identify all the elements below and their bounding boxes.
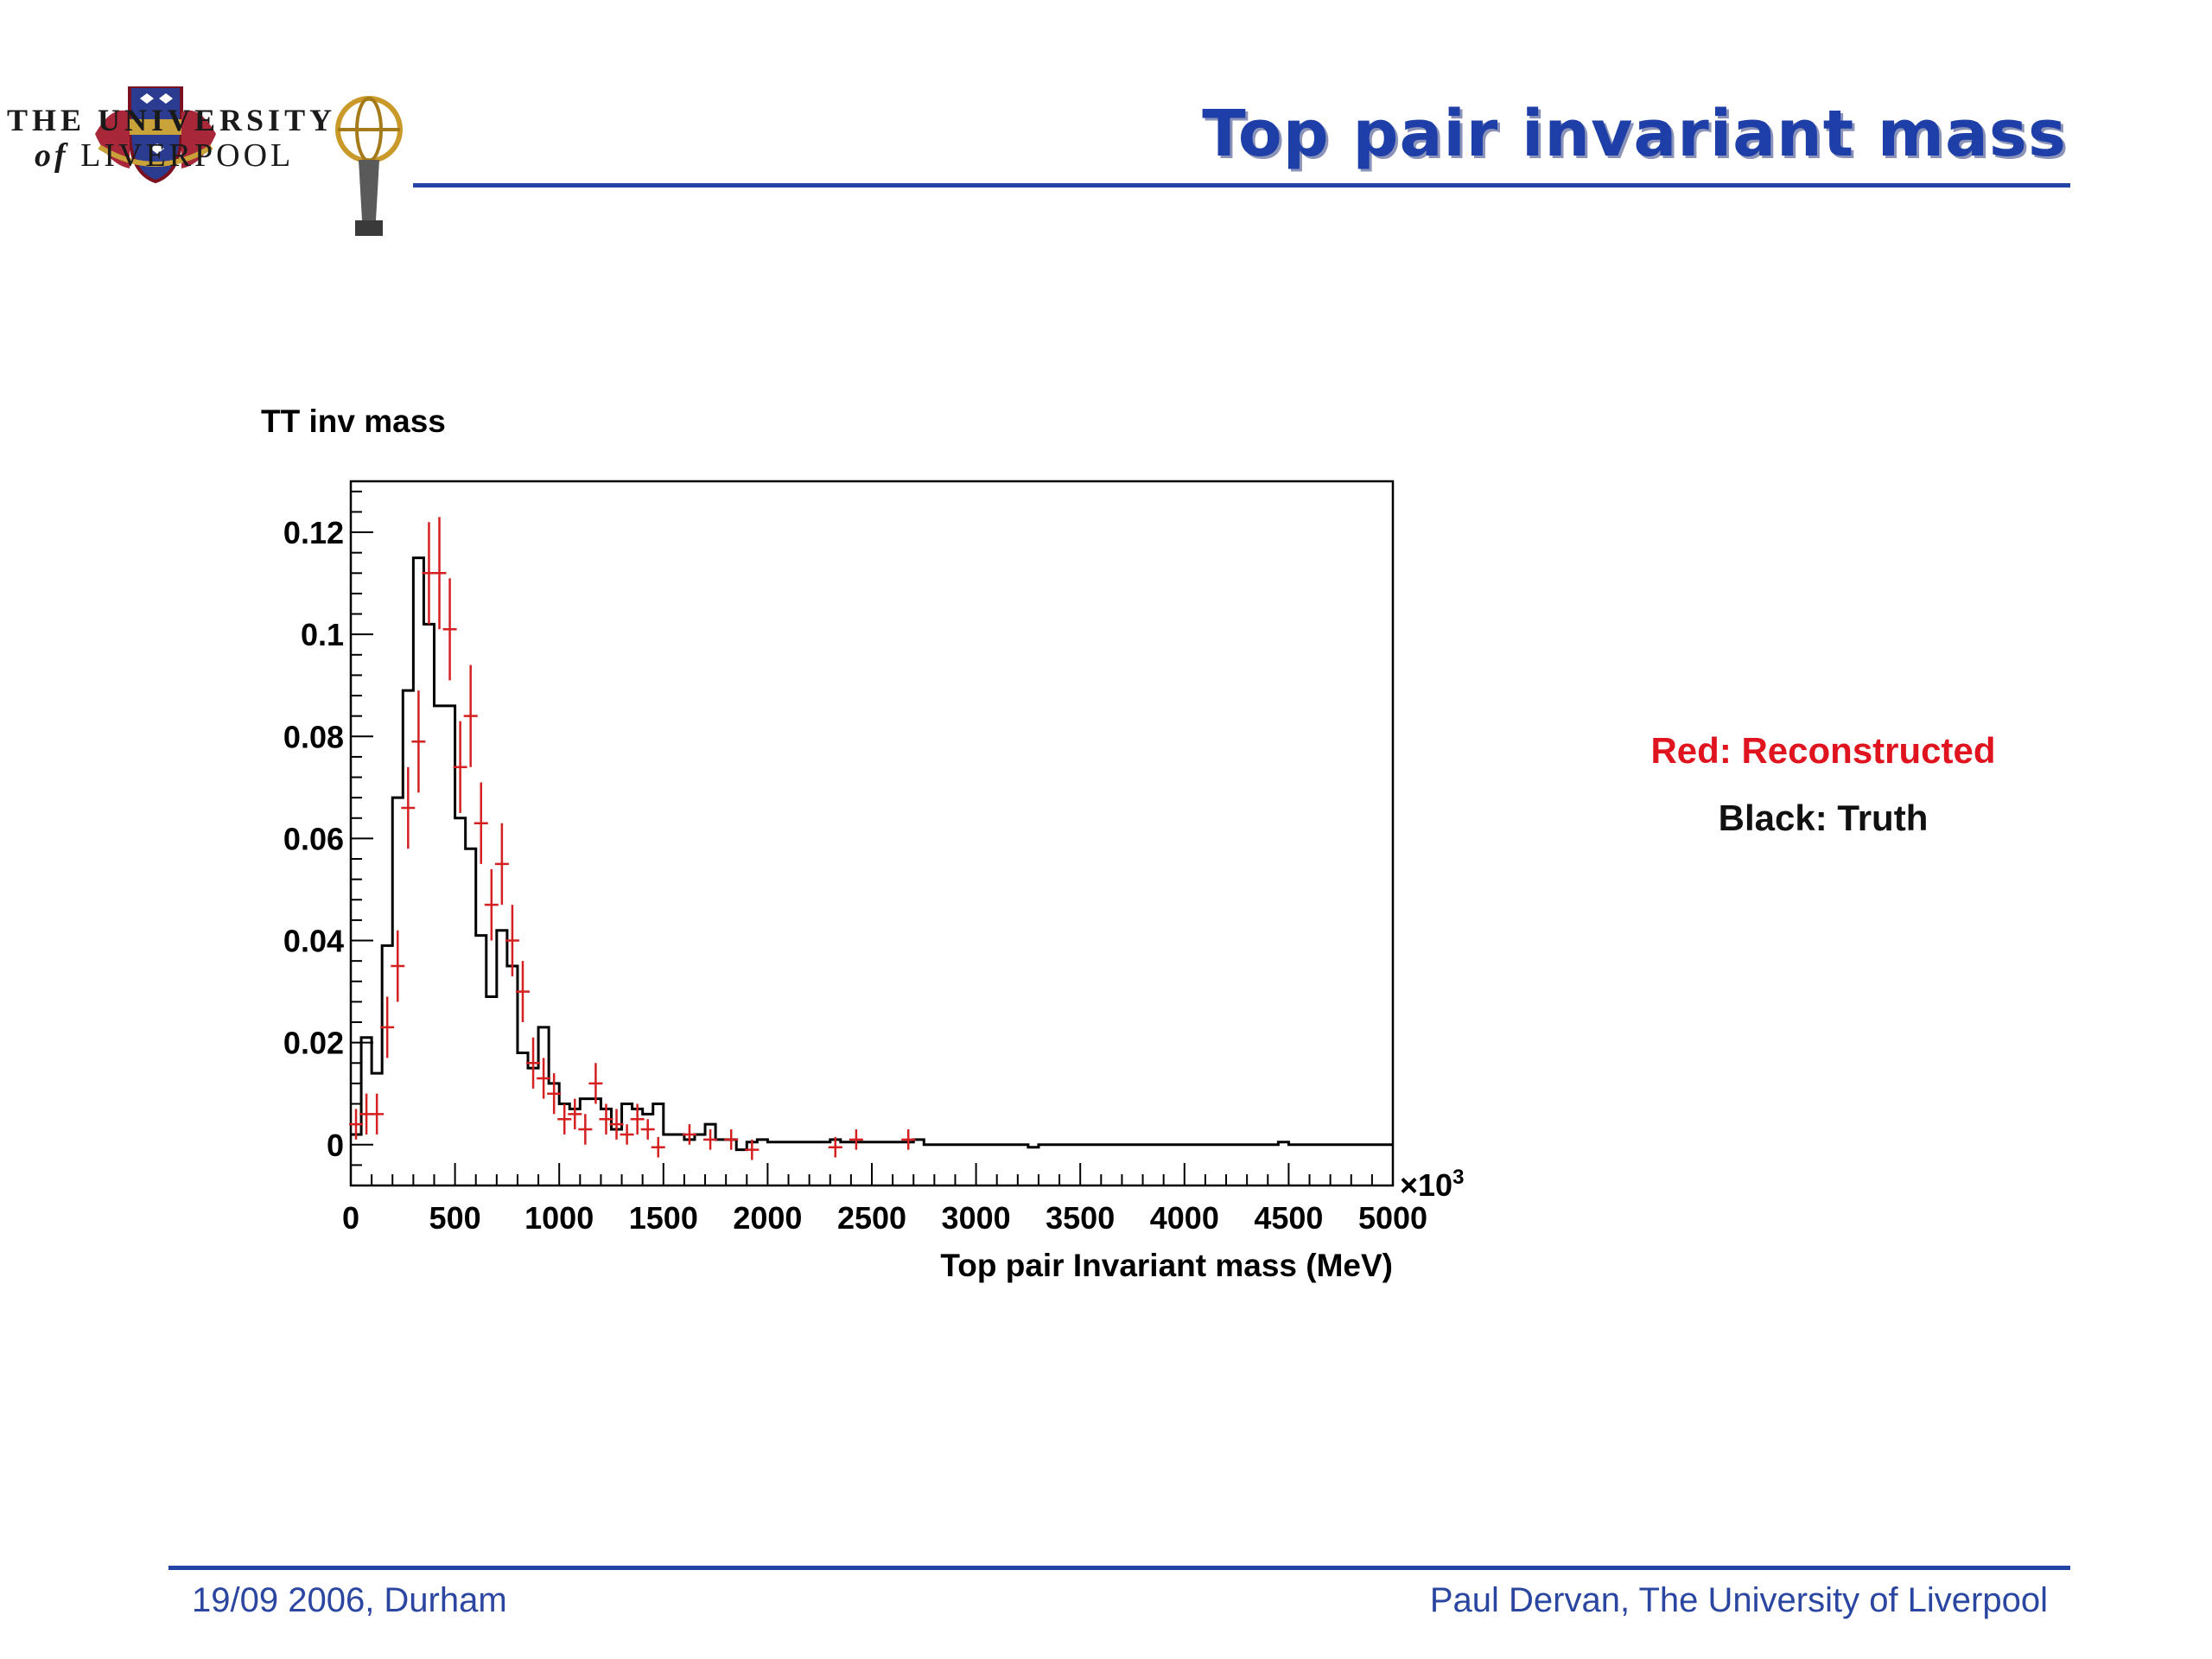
truth-series	[351, 556, 1393, 1152]
reco-point	[474, 782, 488, 864]
y-tick-label: 0.08	[283, 719, 344, 754]
reco-point	[401, 766, 416, 849]
reco-point	[515, 961, 530, 1023]
reco-point	[349, 1109, 364, 1140]
y-tick-label: 0.12	[283, 515, 344, 550]
reco-point	[432, 517, 447, 630]
y-tick-label: 0.1	[301, 617, 344, 652]
legend-truth: Black: Truth	[1718, 798, 1929, 838]
reco-point	[588, 1063, 603, 1104]
reco-point	[901, 1129, 916, 1150]
reco-point	[370, 1093, 385, 1135]
reco-point	[494, 823, 509, 906]
university-crest-icon	[95, 85, 403, 236]
x-tick-label: 500	[429, 1200, 481, 1236]
reco-point	[640, 1119, 655, 1140]
reco-point	[609, 1109, 624, 1140]
plot-frame	[349, 480, 1395, 1187]
title-divider	[413, 183, 2070, 188]
x-tick-label: 3500	[1046, 1200, 1115, 1236]
reco-point	[828, 1136, 842, 1158]
reco-point	[442, 578, 457, 681]
x-tick-label: 5000	[1358, 1200, 1427, 1236]
truth-step-line	[351, 556, 1393, 1152]
reco-point	[849, 1129, 863, 1150]
footer-date-location: 19/09 2006, Durham	[192, 1581, 507, 1619]
reco-point	[630, 1103, 645, 1135]
reco-point	[547, 1073, 562, 1115]
reco-point	[463, 664, 478, 767]
reco-point	[724, 1129, 739, 1150]
reco-point	[651, 1136, 665, 1158]
x-tick-label: 2000	[733, 1200, 802, 1236]
slide-title: Top pair invariant mass	[1202, 97, 2067, 171]
x-tick-label: 0	[342, 1200, 359, 1236]
reco-point	[380, 996, 395, 1058]
university-of-word: of	[35, 137, 69, 174]
university-logo	[0, 85, 415, 276]
y-tick-label: 0.04	[283, 924, 344, 959]
reco-point	[526, 1037, 541, 1089]
footer-author: Paul Dervan, The University of Liverpool	[1429, 1581, 2048, 1619]
footer-divider	[168, 1566, 2070, 1570]
y-tick-label: 0.02	[283, 1026, 344, 1061]
reco-point	[578, 1114, 593, 1145]
reco-point	[391, 930, 405, 1002]
x-tick-label: 4500	[1254, 1200, 1323, 1236]
reco-point	[703, 1129, 718, 1150]
reco-point	[620, 1124, 634, 1145]
reco-point	[599, 1103, 613, 1135]
reco-point	[484, 868, 499, 941]
reco-point	[745, 1139, 760, 1160]
chart-title: TT inv mass	[261, 404, 446, 439]
y-axis: 0 0.02 0.04 0.06 0.08 0.1 0.12	[283, 490, 373, 1186]
x-tick-label: 4000	[1150, 1200, 1219, 1236]
x-tick-label: 3000	[942, 1200, 1011, 1236]
y-tick-label: 0	[327, 1128, 344, 1163]
university-name-line2: of LIVERPOOL	[35, 137, 294, 175]
x-axis-multiplier-exponent: 3	[1452, 1166, 1464, 1189]
reco-point	[505, 905, 519, 976]
reconstructed-series	[349, 517, 916, 1160]
reco-point	[453, 721, 467, 813]
x-tick-label: 2500	[837, 1200, 906, 1236]
university-name-liverpool: LIVERPOOL	[80, 137, 295, 174]
x-tick-label: 1000	[524, 1200, 594, 1236]
x-axis: 0 500 1000 1500 2000 2500 3000 3500 4000 4500 5000	[342, 1163, 1427, 1236]
x-axis-multiplier-base: ×10	[1400, 1167, 1452, 1203]
reco-point	[557, 1103, 572, 1135]
reco-point	[537, 1058, 551, 1099]
reco-point	[568, 1098, 582, 1130]
reco-point	[682, 1124, 696, 1145]
university-name-line1: THE UNIVERSITY	[7, 103, 337, 137]
y-tick-label: 0.06	[283, 821, 344, 856]
reco-point	[411, 690, 426, 793]
legend-reconstructed: Red: Reconstructed	[1650, 730, 1996, 771]
x-axis-multiplier: ×103	[1400, 1166, 1464, 1203]
x-axis-title: Top pair Invariant mass (MeV)	[940, 1248, 1393, 1283]
x-tick-label: 1500	[629, 1200, 698, 1236]
